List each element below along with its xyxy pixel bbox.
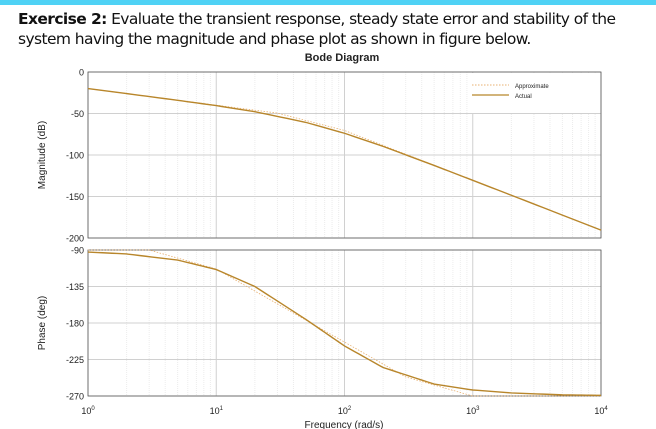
chart-title: Bode Diagram — [305, 52, 380, 64]
y-tick-label: -180 — [66, 319, 84, 329]
x-axis-label: Frequency (rad/s) — [305, 420, 384, 429]
y-tick-label: -225 — [66, 355, 84, 365]
axes-frame — [87, 249, 602, 397]
top-accent-bar — [0, 0, 656, 5]
y-tick-label: 0 — [79, 68, 84, 78]
legend-approximate: Approximate — [515, 84, 549, 90]
magnitude-plot: 0 -50 -100 -150 -200 — [66, 68, 602, 244]
series-actual — [87, 87, 602, 231]
phase-y-label: Phase (deg) — [37, 296, 48, 350]
exercise-text: Exercise 2: Evaluate the transient respo… — [18, 9, 648, 49]
x-tick-label: 101 — [210, 406, 224, 416]
y-tick-label: -50 — [71, 109, 84, 119]
legend-actual: Actual — [515, 94, 532, 100]
legend-box — [472, 73, 600, 113]
x-tick-label: 103 — [466, 406, 480, 416]
magnitude-y-label: Magnitude (dB) — [37, 121, 48, 189]
x-tick-label: 100 — [81, 406, 95, 416]
phase-plot: -90 -135 -180 -225 -270 100 101 102 103 104 — [66, 246, 608, 417]
exercise-label: Exercise 2: — [18, 10, 107, 28]
x-tick-label: 104 — [594, 406, 608, 416]
exercise-description: Evaluate the transient response, steady … — [18, 10, 616, 48]
axes-frame — [87, 71, 602, 239]
y-tick-label: -100 — [66, 151, 84, 161]
y-tick-label: -150 — [66, 192, 84, 202]
y-tick-label: -135 — [66, 282, 84, 292]
series-actual — [87, 251, 602, 397]
y-tick-label: -270 — [66, 392, 84, 402]
x-tick-label: 102 — [338, 406, 352, 416]
y-tick-label: -200 — [66, 234, 84, 244]
y-tick-label: -90 — [71, 246, 84, 256]
legend: Approximate Actual — [472, 73, 600, 113]
